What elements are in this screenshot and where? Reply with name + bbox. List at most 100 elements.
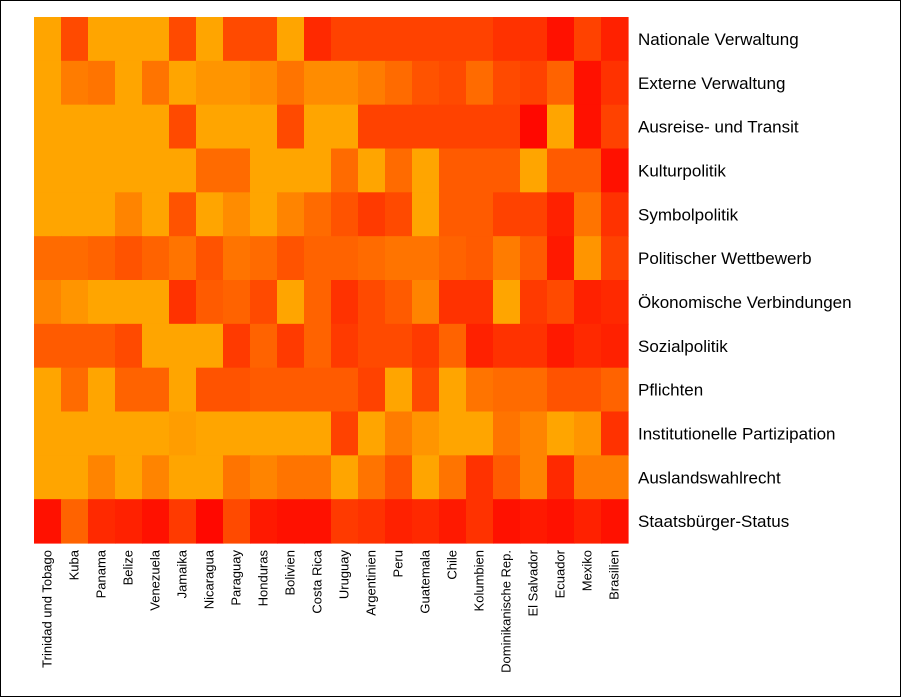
heatmap-cell [466,323,494,369]
column-label: Jamaika [175,549,190,598]
column-label: Argentinien [364,550,379,616]
heatmap-cell [61,455,89,500]
heatmap-cell [115,499,143,544]
column-label: Ecuador [553,549,568,598]
heatmap-cell [331,499,359,544]
heatmap-cell [358,455,386,500]
heatmap-cell [412,236,440,281]
heatmap-cell [493,104,521,150]
heatmap-cell [304,236,332,281]
heatmap-cell [196,367,224,413]
heatmap-cell [223,60,251,106]
heatmap-cell [331,367,359,413]
heatmap-cell [358,17,386,62]
heatmap-cell [34,17,62,62]
row-label: Kulturpolitik [638,161,726,180]
heatmap-cell [601,323,629,369]
heatmap-cell [304,367,332,413]
heatmap-cell [466,280,494,325]
heatmap-cell [304,17,332,62]
heatmap-cell [250,17,278,62]
heatmap-cell [412,148,440,193]
heatmap-cell [412,17,440,62]
heatmap-cell [412,411,440,456]
heatmap-cell [331,455,359,500]
heatmap-cell [115,323,143,369]
heatmap-cell [277,192,305,237]
heatmap-cell [493,280,521,325]
heatmap-cell [547,411,575,456]
heatmap-cell [142,192,170,237]
heatmap-cell [34,60,62,106]
heatmap-cell [142,280,170,325]
heatmap-cell [61,104,89,150]
heatmap-cell [250,455,278,500]
heatmap-cell [547,192,575,237]
heatmap-cell [358,323,386,369]
heatmap-cell [196,148,224,193]
row-label: Nationale Verwaltung [638,30,799,49]
heatmap-cell [142,499,170,544]
column-label: Venezuela [148,549,163,610]
column-label: Brasilien [607,550,622,600]
column-label: Peru [391,550,406,577]
heatmap-cell [250,104,278,150]
heatmap-cell [61,236,89,281]
heatmap-cell [61,323,89,369]
heatmap-cell [601,280,629,325]
heatmap-cell [277,411,305,456]
column-label: Chile [445,550,460,580]
heatmap-cell [547,104,575,150]
heatmap-cell [115,192,143,237]
heatmap-cell [277,236,305,281]
heatmap-cell [250,280,278,325]
heatmap-cell [331,280,359,325]
heatmap-cell [412,192,440,237]
heatmap-cell [493,411,521,456]
column-label: Nicaragua [202,549,217,609]
heatmap-cell [277,367,305,413]
heatmap-cell [223,17,251,62]
heatmap-cell [385,323,413,369]
heatmap-cell [547,60,575,106]
heatmap-cell [385,367,413,413]
heatmap-cell [88,411,116,456]
heatmap-cell [358,236,386,281]
heatmap-cell [547,323,575,369]
heatmap-cell [115,60,143,106]
heatmap-cell [520,60,548,106]
heatmap-cell [250,411,278,456]
heatmap-cell [196,104,224,150]
heatmap-cell [574,192,602,237]
heatmap-cell [493,236,521,281]
row-label: Institutionelle Partizipation [638,424,836,443]
heatmap-cell [169,148,197,193]
heatmap-cell [358,192,386,237]
heatmap-cell [169,104,197,150]
heatmap-cell [169,411,197,456]
heatmap-cell [169,367,197,413]
heatmap-cell [574,17,602,62]
heatmap-cell [277,280,305,325]
heatmap-cell [385,455,413,500]
heatmap-cell [250,60,278,106]
heatmap-cell [331,60,359,106]
heatmap-cell [493,148,521,193]
heatmap-cell [466,499,494,544]
heatmap-cell [331,236,359,281]
heatmap-cell [466,60,494,106]
column-label: Bolivien [283,550,298,596]
heatmap-cell [34,367,62,413]
heatmap-cell [223,323,251,369]
heatmap-cell [88,455,116,500]
heatmap-cell [250,499,278,544]
heatmap-cell [34,499,62,544]
heatmap-cell [547,148,575,193]
row-label: Auslandswahlrecht [638,468,781,487]
column-label: Uruguay [337,550,352,600]
heatmap-cell [439,17,467,62]
heatmap-cell [88,17,116,62]
heatmap-cell [196,323,224,369]
column-label: Guatemala [418,549,433,613]
heatmap-cell [466,17,494,62]
